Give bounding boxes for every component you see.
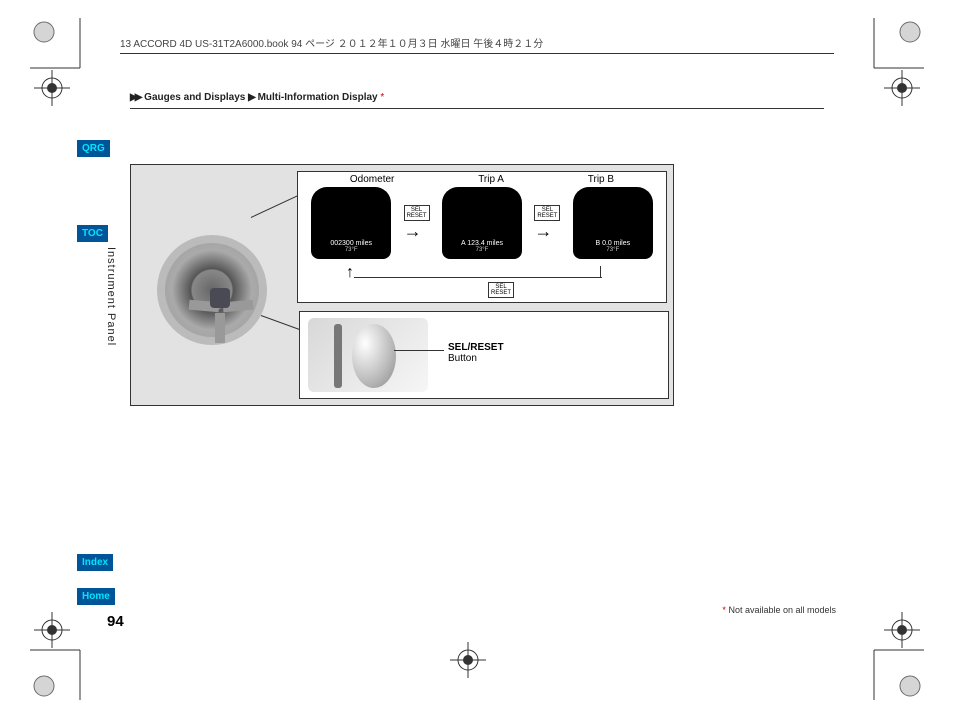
label-trip-b: Trip B [588, 174, 614, 185]
breadcrumb: ▶▶ Gauges and Displays ▶ Multi-Informati… [130, 92, 384, 103]
book-header: 13 ACCORD 4D US-31T2A6000.book 94 ページ ２０… [120, 35, 834, 54]
arrow-right-icon: → [534, 221, 560, 242]
index-button[interactable]: Index [77, 554, 113, 571]
breadcrumb-asterisk: * [380, 92, 384, 103]
trip-a-display: A 123.4 miles 73°F [442, 187, 522, 259]
registration-mark-bottom [450, 642, 486, 678]
crop-mark-tr [864, 18, 924, 78]
trip-b-value: B 0.0 miles [595, 240, 630, 247]
return-line [600, 266, 601, 278]
registration-mark-br [884, 612, 920, 648]
trip-b-temp: 73°F [606, 247, 619, 253]
section-title: Instrument Panel [105, 247, 117, 346]
page-number: 94 [107, 613, 124, 630]
sel-reset-chip: SEL RESET [488, 282, 514, 298]
trip-b-display: B 0.0 miles 73°F [573, 187, 653, 259]
registration-mark-tl [34, 70, 70, 106]
steering-wheel-button-closeup [308, 318, 428, 392]
crop-mark-bl [30, 640, 90, 700]
odometer-temp: 73°F [345, 247, 358, 253]
steering-wheel-illustration [139, 225, 287, 355]
sel-reset-chip: SEL RESET [404, 205, 430, 221]
footnote-text: Not available on all models [726, 605, 836, 615]
display-cycle-panel: Odometer Trip A Trip B 002300 miles 73°F… [297, 171, 667, 303]
sel-reset-label-rest: Button [448, 353, 504, 364]
breadcrumb-tri-icon: ▶▶ [130, 92, 139, 103]
breadcrumb-level1[interactable]: Gauges and Displays [144, 92, 245, 103]
toc-button[interactable]: TOC [77, 225, 108, 242]
crop-mark-br [864, 640, 924, 700]
sel-reset-label-bold: SEL/RESET [448, 342, 504, 353]
breadcrumb-level2[interactable]: Multi-Information Display [258, 92, 378, 103]
registration-mark-bl [34, 612, 70, 648]
trip-a-temp: 73°F [476, 247, 489, 253]
sel-reset-button-panel: SEL/RESET Button [299, 311, 669, 399]
sel-reset-chip: SEL RESET [534, 205, 560, 221]
home-button[interactable]: Home [77, 588, 115, 605]
footnote: * Not available on all models [722, 605, 836, 615]
label-trip-a: Trip A [478, 174, 504, 185]
odometer-value: 002300 miles [330, 240, 372, 247]
breadcrumb-tri-icon: ▶ [248, 92, 253, 103]
odometer-display: 002300 miles 73°F [311, 187, 391, 259]
return-line [354, 277, 602, 278]
trip-a-value: A 123.4 miles [461, 240, 503, 247]
arrow-return-icon: ↑ [346, 264, 354, 282]
figure: Odometer Trip A Trip B 002300 miles 73°F… [130, 164, 674, 406]
sel-reset-label: SEL/RESET Button [448, 342, 504, 364]
qrg-button[interactable]: QRG [77, 140, 110, 157]
registration-mark-tr [884, 70, 920, 106]
breadcrumb-rule [130, 108, 824, 109]
callout-line [394, 350, 444, 351]
label-odometer: Odometer [350, 174, 394, 185]
arrow-right-icon: → [404, 221, 430, 242]
crop-mark-tl [30, 18, 90, 78]
